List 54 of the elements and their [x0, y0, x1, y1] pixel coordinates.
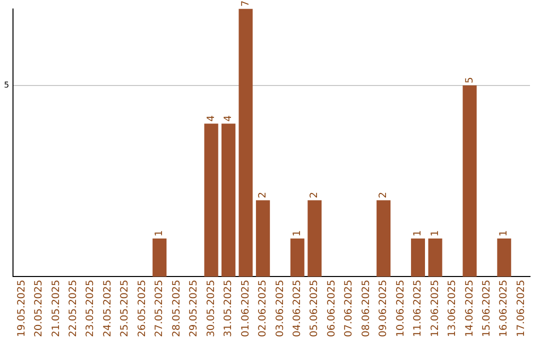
- bar: [290, 238, 304, 277]
- bar: [376, 200, 391, 277]
- x-tick-label: 25.05.2025: [120, 280, 131, 338]
- data-label: 5: [464, 76, 476, 84]
- bar: [204, 124, 218, 277]
- x-tick-label: 11.06.2025: [412, 280, 424, 338]
- x-tick-label: 01.06.2025: [240, 280, 252, 338]
- x-tick-label: 29.05.2025: [188, 280, 200, 338]
- x-tick-label: 27.05.2025: [154, 280, 166, 338]
- x-tick-label: 12.06.2025: [430, 280, 441, 338]
- data-label: 2: [378, 192, 390, 198]
- data-label: 1: [498, 230, 510, 236]
- data-label: 1: [292, 230, 303, 236]
- x-tick-label: 06.06.2025: [326, 280, 338, 338]
- bar: [238, 8, 253, 277]
- bar: [462, 85, 477, 277]
- x-tick-label: 15.06.2025: [482, 280, 493, 338]
- data-label: 1: [154, 230, 166, 236]
- bar: [428, 238, 442, 277]
- x-tick-label: 10.06.2025: [395, 280, 406, 338]
- x-tick-label: 20.05.2025: [34, 280, 45, 338]
- data-label: 2: [309, 192, 320, 198]
- x-tick-label: 14.06.2025: [464, 280, 476, 338]
- bar: [152, 238, 167, 277]
- x-tick-label: 05.06.2025: [309, 280, 320, 338]
- x-tick-label: 08.06.2025: [360, 280, 372, 338]
- x-tick-label: 03.06.2025: [274, 280, 286, 338]
- data-label: 4: [223, 115, 234, 122]
- x-tick-label: 28.05.2025: [171, 280, 182, 338]
- x-tick-label: 17.06.2025: [516, 280, 527, 338]
- x-tick-label: 09.06.2025: [378, 280, 390, 338]
- x-tick-label: 31.05.2025: [223, 280, 234, 338]
- data-label: 4: [206, 115, 217, 122]
- data-label: 2: [258, 192, 269, 198]
- x-tick-label: 22.05.2025: [68, 280, 79, 338]
- x-tick-label: 24.05.2025: [102, 280, 114, 338]
- data-label: 7: [240, 0, 252, 7]
- x-tick-label: 26.05.2025: [136, 280, 148, 338]
- x-tick-label: 13.06.2025: [447, 280, 458, 338]
- x-tick-label: 23.05.2025: [85, 280, 96, 338]
- bar: [256, 200, 270, 277]
- bar: [308, 200, 322, 277]
- bar: [411, 238, 425, 277]
- data-label: 1: [430, 230, 441, 236]
- bar: [221, 124, 236, 277]
- x-tick-label: 30.05.2025: [206, 280, 217, 338]
- bar: [497, 238, 512, 277]
- x-tick-label: 16.06.2025: [498, 280, 510, 338]
- x-tick-label: 02.06.2025: [258, 280, 269, 338]
- data-label: 1: [412, 230, 424, 236]
- x-tick-label: 21.05.2025: [50, 280, 62, 338]
- x-tick-label: 19.05.2025: [16, 280, 28, 338]
- x-tick-label: 07.06.2025: [344, 280, 355, 338]
- x-tick-label: 04.06.2025: [292, 280, 303, 338]
